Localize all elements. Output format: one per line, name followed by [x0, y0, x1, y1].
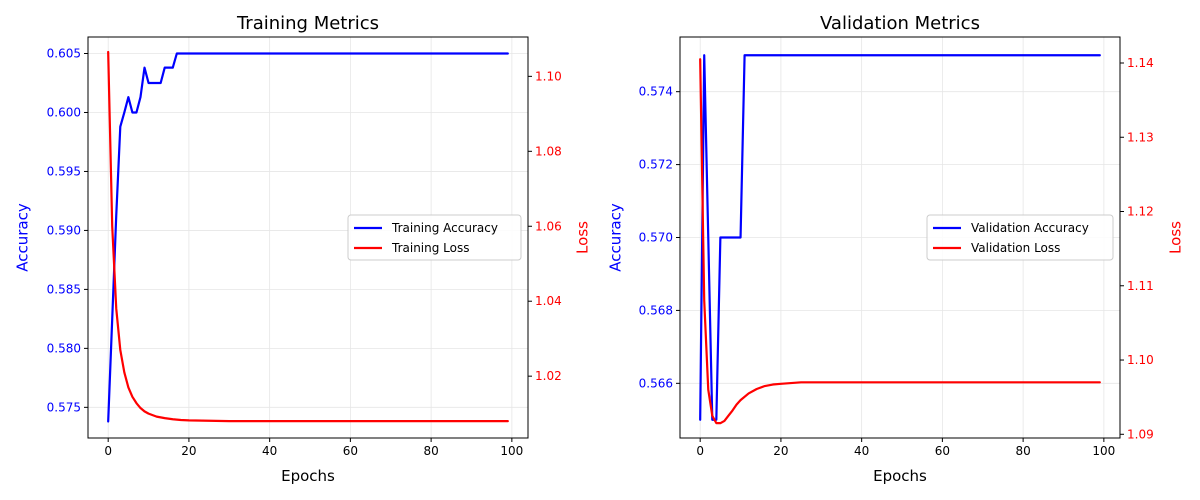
- y-right-tick-label: 1.09: [1127, 427, 1154, 441]
- x-tick-label: 60: [343, 444, 358, 458]
- y-right-tick-label: 1.10: [535, 69, 562, 83]
- y-left-tick-label: 0.574: [639, 85, 673, 99]
- x-tick-label: 100: [500, 444, 523, 458]
- legend-label: Validation Loss: [971, 241, 1060, 255]
- y-left-tick-label: 0.595: [47, 164, 81, 178]
- y-right-tick-label: 1.10: [1127, 353, 1154, 367]
- y-right-tick-label: 1.06: [535, 219, 562, 233]
- y-left-tick-label: 0.600: [47, 105, 81, 119]
- y-left-tick-label: 0.605: [47, 47, 81, 61]
- y-right-tick-label: 1.14: [1127, 56, 1154, 70]
- y-right-tick-label: 1.08: [535, 144, 562, 158]
- x-tick-label: 40: [262, 444, 277, 458]
- chart-title: Validation Metrics: [820, 13, 980, 34]
- x-tick-label: 80: [423, 444, 438, 458]
- y-right-tick-label: 1.13: [1127, 130, 1154, 144]
- x-tick-label: 40: [854, 444, 869, 458]
- y-right-tick-label: 1.11: [1127, 279, 1154, 293]
- legend-label: Validation Accuracy: [971, 221, 1089, 235]
- chart-title: Training Metrics: [236, 13, 379, 34]
- x-tick-label: 20: [773, 444, 788, 458]
- x-tick-label: 0: [104, 444, 112, 458]
- x-tick-label: 100: [1092, 444, 1115, 458]
- series-line: [107, 50, 509, 423]
- chart-panel-1: 0 20 40 60 80 100 0.566 0.568 0.570 0.572 0.574 1.0…: [607, 13, 1185, 485]
- legend-label: Training Loss: [391, 241, 469, 255]
- y-axis-label-right: Loss: [1167, 221, 1185, 254]
- x-axis-label: Epochs: [281, 467, 335, 485]
- y-left-tick-label: 0.585: [47, 282, 81, 296]
- y-left-tick-label: 0.572: [639, 158, 673, 172]
- y-left-tick-label: 0.568: [639, 303, 673, 317]
- legend-box: [926, 214, 1114, 261]
- y-right-tick-label: 1.12: [1127, 205, 1154, 219]
- plot-frame: [87, 36, 529, 439]
- y-right-tick-label: 1.02: [535, 369, 562, 383]
- x-tick-label: 0: [696, 444, 704, 458]
- x-axis-label: Epochs: [873, 467, 927, 485]
- y-left-tick-label: 0.566: [639, 376, 673, 390]
- legend-label: Training Accuracy: [391, 221, 498, 235]
- legend: Training Accuracy Training Loss: [347, 214, 522, 261]
- y-axis-label-right: Loss: [574, 221, 592, 254]
- legend: Validation Accuracy Validation Loss: [926, 214, 1114, 261]
- y-left-tick-label: 0.575: [47, 400, 81, 414]
- y-right-tick-label: 1.04: [535, 294, 562, 308]
- y-left-tick-label: 0.570: [639, 231, 673, 245]
- x-tick-label: 60: [935, 444, 950, 458]
- series-line: [699, 58, 1101, 425]
- y-left-tick-label: 0.590: [47, 223, 81, 237]
- y-axis-label-left: Accuracy: [607, 203, 625, 272]
- x-tick-label: 20: [181, 444, 196, 458]
- x-tick-label: 80: [1015, 444, 1030, 458]
- chart-panel-0: 0 20 40 60 80 100 0.575 0.580 0.585 0.590 0.595 0.6…: [14, 13, 592, 485]
- legend-box: [347, 214, 522, 261]
- series-line: [107, 52, 509, 423]
- y-left-tick-label: 0.580: [47, 341, 81, 355]
- y-axis-label-left: Accuracy: [14, 203, 32, 272]
- series-line: [699, 54, 1101, 421]
